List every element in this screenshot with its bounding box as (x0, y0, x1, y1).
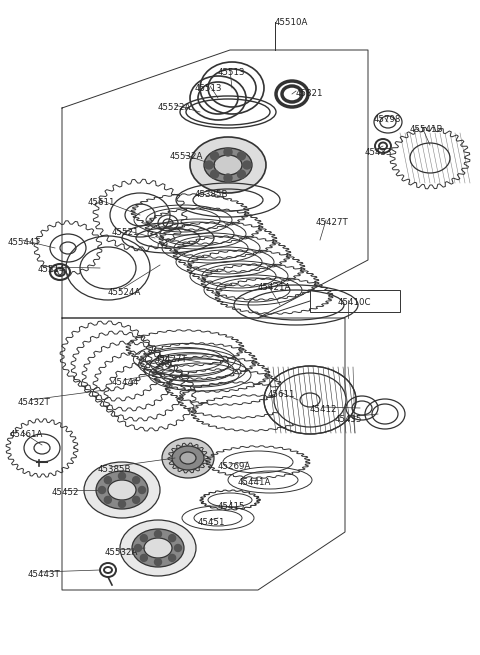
Circle shape (224, 148, 232, 156)
Text: 45443T: 45443T (28, 570, 61, 579)
Circle shape (140, 534, 147, 542)
Text: 45513: 45513 (195, 84, 223, 93)
Ellipse shape (214, 155, 242, 175)
Text: 45451: 45451 (198, 518, 226, 527)
Text: 45412: 45412 (310, 405, 337, 414)
Circle shape (104, 496, 111, 504)
Text: 45544T: 45544T (8, 238, 41, 247)
Text: 45385B: 45385B (195, 190, 228, 199)
Text: 45427T: 45427T (155, 355, 188, 364)
Text: 45521: 45521 (112, 228, 140, 237)
Text: 45514: 45514 (38, 265, 65, 274)
Text: 45611: 45611 (88, 198, 116, 207)
Text: 45532A: 45532A (170, 152, 204, 161)
Ellipse shape (274, 373, 346, 427)
Circle shape (238, 170, 245, 178)
Circle shape (140, 554, 147, 561)
Circle shape (119, 472, 125, 479)
Text: 45441A: 45441A (238, 478, 271, 487)
Ellipse shape (180, 452, 196, 464)
Text: 45513: 45513 (218, 68, 245, 77)
Ellipse shape (162, 438, 214, 478)
Circle shape (175, 544, 181, 552)
Text: 45798: 45798 (374, 115, 401, 124)
Circle shape (211, 170, 218, 178)
Ellipse shape (108, 480, 136, 500)
Ellipse shape (144, 538, 172, 558)
Text: 45444: 45444 (112, 378, 140, 387)
Ellipse shape (132, 529, 184, 567)
Bar (310, 290, 400, 312)
Text: 45269A: 45269A (218, 462, 251, 471)
Text: 45410C: 45410C (338, 298, 372, 307)
Circle shape (211, 152, 218, 160)
Ellipse shape (172, 446, 204, 470)
Circle shape (243, 161, 251, 169)
Text: 45435: 45435 (335, 415, 362, 424)
Circle shape (98, 487, 106, 493)
Text: 45532A: 45532A (105, 548, 138, 557)
Text: 45522A: 45522A (158, 103, 192, 112)
Circle shape (224, 174, 232, 182)
Text: 45524A: 45524A (108, 288, 142, 297)
Circle shape (168, 534, 176, 542)
Text: 45385B: 45385B (98, 465, 132, 474)
Circle shape (139, 487, 145, 493)
Text: 45415: 45415 (218, 502, 245, 511)
Text: 45432T: 45432T (18, 398, 51, 407)
Ellipse shape (190, 137, 266, 193)
Circle shape (104, 477, 111, 483)
Text: 45461A: 45461A (10, 430, 43, 439)
Circle shape (155, 531, 161, 538)
Circle shape (134, 544, 142, 552)
Text: 45427T: 45427T (316, 218, 349, 227)
Circle shape (119, 500, 125, 508)
Text: 45452: 45452 (52, 488, 80, 497)
Text: 45541B: 45541B (410, 125, 444, 134)
Circle shape (168, 554, 176, 561)
Text: 45421A: 45421A (258, 283, 291, 292)
Text: 45510A: 45510A (275, 18, 308, 27)
Text: 45433: 45433 (365, 148, 393, 157)
Text: 45821: 45821 (296, 89, 324, 98)
Ellipse shape (204, 148, 252, 182)
Circle shape (132, 477, 140, 483)
Circle shape (155, 559, 161, 565)
Circle shape (132, 496, 140, 504)
Ellipse shape (84, 462, 160, 518)
Ellipse shape (96, 471, 148, 509)
Circle shape (205, 161, 213, 169)
Text: 45611: 45611 (268, 390, 296, 399)
Circle shape (238, 152, 245, 160)
Ellipse shape (120, 520, 196, 576)
